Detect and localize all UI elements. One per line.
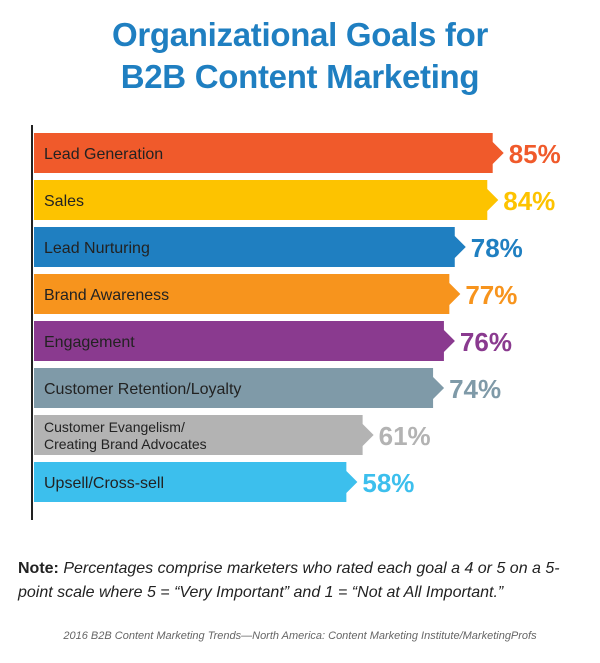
value-label: 61% [379,421,431,451]
bar [34,415,374,455]
bar [34,321,455,361]
chart-title: Organizational Goals for B2B Content Mar… [0,14,600,98]
category-label: Sales [44,193,84,210]
value-label: 85% [509,139,561,169]
bar [34,368,445,408]
value-label: 77% [465,280,517,310]
bar [34,133,504,173]
value-label: 58% [362,468,414,498]
bar [34,274,461,314]
title-line-2: B2B Content Marketing [120,58,480,95]
title-line-1: Organizational Goals for [111,16,489,53]
category-label: Upsell/Cross-sell [44,475,164,492]
bar [34,462,358,502]
value-label: 78% [471,233,523,263]
value-label: 84% [503,186,555,216]
note-label: Note: [18,560,59,577]
category-label: Lead Nurturing [44,240,150,257]
bar [34,180,499,220]
category-label: Lead Generation [44,146,163,163]
category-label: Engagement [44,334,135,351]
category-label: Brand Awareness [44,287,169,304]
category-label: Customer Evangelism/Creating Brand Advoc… [44,419,207,452]
bar [34,227,466,267]
note-text: Percentages comprise marketers who rated… [18,560,560,601]
value-label: 76% [460,327,512,357]
bar-chart: Lead Generation 85% Sales 84% Lead Nurturing… [31,125,561,520]
source-citation: 2016 B2B Content Marketing Trends—North … [63,630,537,642]
category-label: Customer Retention/Loyalty [44,381,241,398]
value-label: 74% [449,374,501,404]
note: Note: Percentages comprise marketers who… [18,557,588,605]
